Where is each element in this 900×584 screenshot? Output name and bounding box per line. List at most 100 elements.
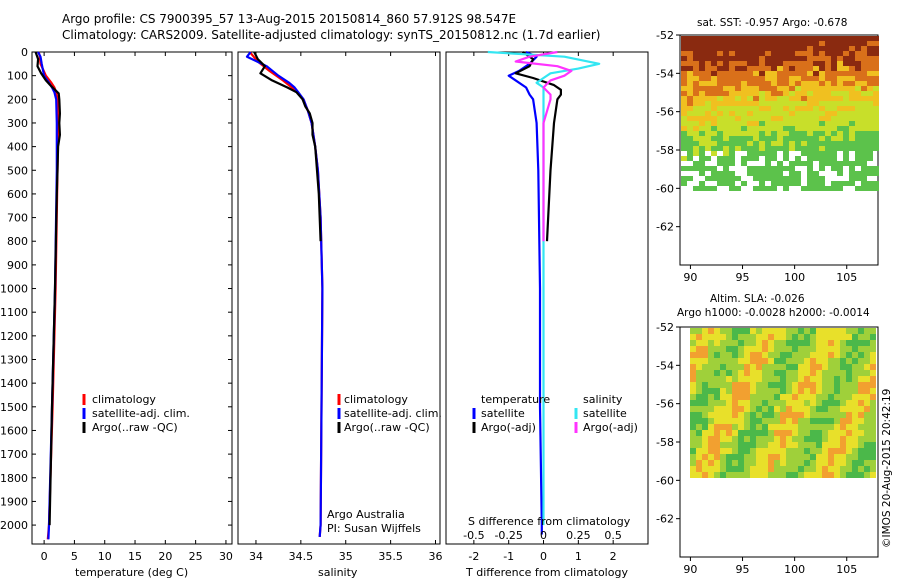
sst-cell <box>717 111 723 116</box>
depth-tick-label: 400 <box>7 141 28 154</box>
sla-cell <box>762 382 768 388</box>
sla-cell <box>738 466 744 472</box>
sla-cell <box>720 358 726 364</box>
sla-cell <box>816 388 822 394</box>
sla-cell <box>798 406 804 412</box>
sst-cell <box>699 66 705 71</box>
sla-cell <box>726 424 732 430</box>
sst-cell <box>681 61 687 66</box>
sst-cell <box>759 116 765 121</box>
sla-cell <box>708 382 714 388</box>
sla-cell <box>810 394 816 400</box>
sst-cell <box>867 86 873 91</box>
x-tick-label: 0 <box>540 550 547 563</box>
sla-cell <box>714 436 720 442</box>
sla-cell <box>768 334 774 340</box>
sst-cell <box>723 166 729 171</box>
sla-cell <box>750 358 756 364</box>
sst-cell <box>759 111 765 116</box>
sla-cell <box>864 466 870 472</box>
sla-cell <box>792 418 798 424</box>
sla-cell <box>774 358 780 364</box>
sla-cell <box>714 412 720 418</box>
sla-cell <box>828 364 834 370</box>
sst-cell <box>741 126 747 131</box>
sla-cell <box>846 436 852 442</box>
sla-cell <box>816 394 822 400</box>
sla-cell <box>750 376 756 382</box>
sla-cell <box>750 448 756 454</box>
sst-cell <box>801 101 807 106</box>
sst-cell <box>801 126 807 131</box>
sla-cell <box>822 418 828 424</box>
sst-cell <box>723 121 729 126</box>
sst-cell <box>747 136 753 141</box>
sst-cell <box>723 51 729 56</box>
sst-cell <box>873 51 879 56</box>
sst-cell <box>693 161 699 166</box>
sla-cell <box>870 424 876 430</box>
map-y-tick-label: -60 <box>656 474 674 487</box>
sst-cell <box>849 161 855 166</box>
sla-cell <box>690 370 696 376</box>
temperature-plot-frame <box>31 51 233 545</box>
sst-cell <box>711 61 717 66</box>
sla-cell <box>834 412 840 418</box>
sst-cell <box>753 111 759 116</box>
sst-cell <box>705 46 711 51</box>
sst-cell <box>873 126 879 131</box>
sst-cell <box>705 101 711 106</box>
sst-cell <box>783 141 789 146</box>
sla-cell <box>708 340 714 346</box>
sst-cell <box>765 156 771 161</box>
sla-cell <box>690 364 696 370</box>
sst-cell <box>699 51 705 56</box>
sst-cell <box>753 186 759 191</box>
sla-cell <box>864 412 870 418</box>
sla-cell <box>744 358 750 364</box>
sst-cell <box>741 71 747 76</box>
sla-cell <box>750 442 756 448</box>
sst-cell <box>801 76 807 81</box>
sla-cell <box>708 448 714 454</box>
sst-cell <box>777 76 783 81</box>
sla-cell <box>732 400 738 406</box>
sst-cell <box>867 71 873 76</box>
sst-cell <box>861 166 867 171</box>
sst-cell <box>723 41 729 46</box>
sst-cell <box>825 101 831 106</box>
sst-cell <box>747 51 753 56</box>
sla-cell <box>852 412 858 418</box>
sla-cell <box>858 376 864 382</box>
sst-cell <box>867 151 873 156</box>
sla-cell <box>690 466 696 472</box>
sla-cell <box>870 412 876 418</box>
sst-cell <box>759 71 765 76</box>
sla-cell <box>690 388 696 394</box>
sst-cell <box>795 61 801 66</box>
sla-cell <box>696 424 702 430</box>
sst-map-title: sat. SST: -0.957 Argo: -0.678 <box>697 17 847 29</box>
sst-cell <box>759 186 765 191</box>
sst-cell <box>861 96 867 101</box>
sla-cell <box>864 442 870 448</box>
sla-cell <box>828 328 834 334</box>
sst-cell <box>765 36 771 41</box>
sla-cell <box>798 460 804 466</box>
sla-cell <box>828 358 834 364</box>
sst-cell <box>813 106 819 111</box>
sla-cell <box>822 394 828 400</box>
sla-cell <box>870 406 876 412</box>
sst-cell <box>843 116 849 121</box>
sla-cell <box>756 346 762 352</box>
sla-cell <box>690 430 696 436</box>
sst-cell <box>807 61 813 66</box>
sla-cell <box>780 454 786 460</box>
sst-cell <box>873 111 879 116</box>
sst-cell <box>687 61 693 66</box>
sst-cell <box>861 126 867 131</box>
sla-cell <box>852 436 858 442</box>
sst-cell <box>843 131 849 136</box>
sst-cell <box>699 46 705 51</box>
sst-cell <box>759 131 765 136</box>
